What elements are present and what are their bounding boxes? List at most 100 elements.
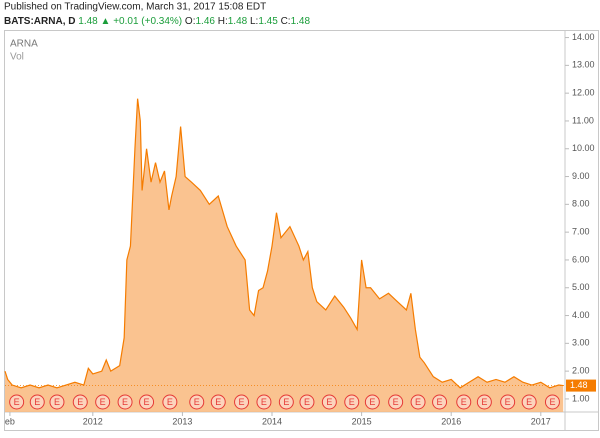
earnings-marker: E	[234, 394, 250, 410]
earnings-label: E	[505, 397, 511, 407]
earnings-circle	[95, 394, 111, 410]
o-value: 1.46	[195, 16, 215, 27]
earnings-circle	[256, 394, 272, 410]
earnings-circle	[139, 394, 155, 410]
earnings-label: E	[326, 397, 332, 407]
earnings-marker: E	[410, 394, 426, 410]
l-label: L:	[250, 16, 258, 27]
earnings-label: E	[349, 397, 355, 407]
legend-symbol: ARNA	[10, 39, 38, 50]
earnings-circle	[388, 394, 404, 410]
earnings-label: E	[261, 397, 267, 407]
earnings-circle	[117, 394, 133, 410]
earnings-label: E	[549, 397, 555, 407]
earnings-label: E	[34, 397, 40, 407]
y-tick-label: 11.00	[572, 115, 594, 125]
earnings-circle	[500, 394, 516, 410]
arrow: ▲	[101, 16, 111, 27]
earnings-circle	[344, 394, 360, 410]
earnings-marker: E	[256, 394, 272, 410]
earnings-marker: E	[210, 394, 226, 410]
y-tick-label: 3.00	[572, 338, 590, 348]
earnings-label: E	[304, 397, 310, 407]
last-price-label: 1.48	[570, 380, 588, 390]
earnings-circle	[162, 394, 178, 410]
published-note: Published on TradingView.com, March 31, …	[4, 2, 266, 13]
earnings-marker: E	[189, 394, 205, 410]
h-value: 1.48	[228, 16, 248, 27]
earnings-circle	[210, 394, 226, 410]
x-tick-label: 2012	[83, 416, 103, 426]
earnings-label: E	[369, 397, 375, 407]
earnings-circle	[189, 394, 205, 410]
y-tick-label: 5.00	[572, 282, 590, 292]
y-tick-label: 9.00	[572, 171, 590, 181]
earnings-label: E	[461, 397, 467, 407]
earnings-label: E	[415, 397, 421, 407]
earnings-label: E	[54, 397, 60, 407]
earnings-circle	[432, 394, 448, 410]
earnings-label: E	[122, 397, 128, 407]
price-line	[4, 98, 564, 389]
earnings-circle	[521, 394, 537, 410]
y-tick-label: 13.00	[572, 60, 595, 70]
earnings-circle	[321, 394, 337, 410]
earnings-marker: E	[139, 394, 155, 410]
earnings-label: E	[215, 397, 221, 407]
price-area	[5, 98, 564, 412]
earnings-circle	[410, 394, 426, 410]
c-value: 1.48	[291, 16, 311, 27]
earnings-label: E	[77, 397, 83, 407]
earnings-marker: E	[544, 394, 560, 410]
earnings-label: E	[283, 397, 289, 407]
earnings-marker: E	[364, 394, 380, 410]
earnings-marker: E	[117, 394, 133, 410]
earnings-label: E	[481, 397, 487, 407]
earnings-marker: E	[500, 394, 516, 410]
earnings-marker: E	[521, 394, 537, 410]
x-tick-label: eb	[5, 416, 15, 426]
h-label: H:	[218, 16, 228, 27]
earnings-label: E	[239, 397, 245, 407]
y-tick-label: 4.00	[572, 310, 590, 320]
earnings-circle	[299, 394, 315, 410]
earnings-label: E	[194, 397, 200, 407]
change: +0.01 (+0.34%)	[113, 16, 182, 27]
y-tick-label: 1.00	[572, 393, 590, 403]
y-tick-label: 12.00	[572, 88, 595, 98]
earnings-marker: E	[278, 394, 294, 410]
earnings-label: E	[526, 397, 532, 407]
last-price-box	[566, 379, 596, 392]
earnings-marker: E	[29, 394, 45, 410]
y-tick-label: 6.00	[572, 254, 590, 264]
quote-line: BATS:ARNA, D 1.48 ▲ +0.01 (+0.34%) O:1.4…	[4, 16, 310, 27]
earnings-label: E	[144, 397, 150, 407]
x-tick-label: 2015	[352, 416, 372, 426]
earnings-label: E	[100, 397, 106, 407]
earnings-label: E	[393, 397, 399, 407]
earnings-marker: E	[456, 394, 472, 410]
x-tick-label: 2016	[441, 416, 461, 426]
earnings-circle	[29, 394, 45, 410]
earnings-label: E	[437, 397, 443, 407]
chart-frame	[4, 30, 599, 431]
price: 1.48	[78, 16, 98, 27]
earnings-marker: E	[432, 394, 448, 410]
y-tick-label: 14.00	[572, 32, 595, 42]
earnings-marker: E	[49, 394, 65, 410]
earnings-circle	[49, 394, 65, 410]
earnings-label: E	[167, 397, 173, 407]
earnings-label: E	[14, 397, 20, 407]
c-label: C:	[281, 16, 291, 27]
y-tick-label: 7.00	[572, 227, 590, 237]
y-tick-label: 10.00	[572, 143, 595, 153]
earnings-marker: E	[162, 394, 178, 410]
x-tick-label: 2017	[531, 416, 551, 426]
x-tick-label: 2014	[262, 416, 282, 426]
earnings-marker: E	[476, 394, 492, 410]
earnings-circle	[456, 394, 472, 410]
earnings-circle	[544, 394, 560, 410]
earnings-marker: E	[72, 394, 88, 410]
